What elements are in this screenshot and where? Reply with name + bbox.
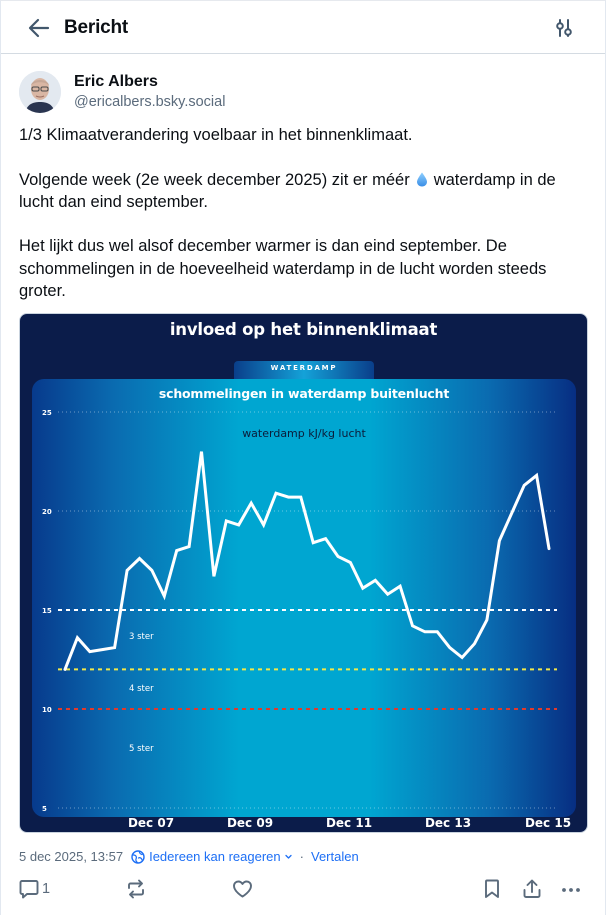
svg-text:25: 25 xyxy=(42,409,52,417)
arrow-left-icon xyxy=(28,18,50,38)
post-image-chart[interactable]: invloed op het binnenklimaat WATERDAMP s… xyxy=(19,313,588,833)
post-paragraph: 1/3 Klimaatverandering voelbaar in het b… xyxy=(19,126,413,144)
reply-count: 1 xyxy=(42,881,51,897)
x-axis-label: Dec 15 xyxy=(524,816,572,830)
post-text: 1/3 Klimaatverandering voelbaar in het b… xyxy=(19,124,589,302)
author-name[interactable]: Eric Albers xyxy=(74,73,158,90)
post-actions: 1 xyxy=(1,877,605,903)
svg-text:10: 10 xyxy=(42,706,52,714)
heart-icon xyxy=(233,880,252,898)
author-handle[interactable]: @ericalbers.bsky.social xyxy=(74,94,226,110)
avatar-photo xyxy=(19,71,61,113)
chart-tab-label: WATERDAMP xyxy=(234,361,374,383)
chart-panel: schommelingen in waterdamp buitenlucht 5… xyxy=(32,379,576,817)
share-icon xyxy=(523,879,541,898)
like-button[interactable] xyxy=(232,877,253,901)
svg-text:5: 5 xyxy=(42,805,47,813)
svg-text:4 ster: 4 ster xyxy=(129,684,154,694)
svg-text:waterdamp kJ/kg lucht: waterdamp kJ/kg lucht xyxy=(242,427,366,440)
meta-separator: · xyxy=(299,849,304,864)
svg-text:20: 20 xyxy=(42,508,52,516)
reply-settings-icon xyxy=(131,849,145,864)
post-meta: 5 dec 2025, 13:57 Iedereen kan reageren … xyxy=(19,849,359,864)
svg-text:15: 15 xyxy=(42,607,52,615)
translate-link[interactable]: Vertalen xyxy=(310,849,359,864)
droplet-icon xyxy=(416,172,427,187)
chart-title: invloed op het binnenklimaat xyxy=(169,320,438,339)
x-axis-label: Dec 13 xyxy=(424,816,472,830)
line-chart: 5 10 15 20 25 3 ster 4 ster 5 ster waterdamp kJ/… xyxy=(42,409,557,813)
post-paragraph: Het lijkt dus wel alsof december warmer … xyxy=(19,237,547,301)
post-text-segment: Volgende week (2e week december 2025) zi… xyxy=(19,170,410,189)
reply-settings-link[interactable]: Iedereen kan reageren xyxy=(149,849,281,864)
bookmark-icon xyxy=(485,879,499,898)
comment-icon xyxy=(19,880,39,899)
chevron-down-icon xyxy=(284,854,292,859)
svg-text:3 ster: 3 ster xyxy=(129,632,154,642)
sliders-icon xyxy=(556,19,572,37)
page-title: Bericht xyxy=(64,17,129,38)
back-button[interactable] xyxy=(27,17,51,39)
repost-button[interactable] xyxy=(126,877,146,901)
thread-settings-button[interactable] xyxy=(554,17,574,39)
top-bar: Bericht xyxy=(1,1,605,54)
more-icon xyxy=(562,888,580,892)
more-options-button[interactable] xyxy=(561,877,581,901)
avatar[interactable] xyxy=(19,71,61,113)
svg-text:5 ster: 5 ster xyxy=(129,744,154,754)
repost-icon xyxy=(128,879,144,899)
x-axis-labels: Dec 07 Dec 09 Dec 11 Dec 13 Dec 15 xyxy=(20,816,587,832)
post-text-segment: waterdamp in de lucht dan eind september… xyxy=(19,170,556,211)
x-axis-label: Dec 07 xyxy=(127,816,175,830)
x-axis-label: Dec 09 xyxy=(226,816,274,830)
x-axis-label: Dec 11 xyxy=(325,816,373,830)
bookmark-button[interactable] xyxy=(483,877,501,901)
chart-subtitle: schommelingen in waterdamp buitenlucht xyxy=(158,386,450,401)
reply-button[interactable]: 1 xyxy=(19,877,50,901)
post-timestamp: 5 dec 2025, 13:57 xyxy=(19,849,124,864)
share-button[interactable] xyxy=(522,877,542,901)
post-paragraph: Volgende week (2e week december 2025) zi… xyxy=(19,169,589,214)
